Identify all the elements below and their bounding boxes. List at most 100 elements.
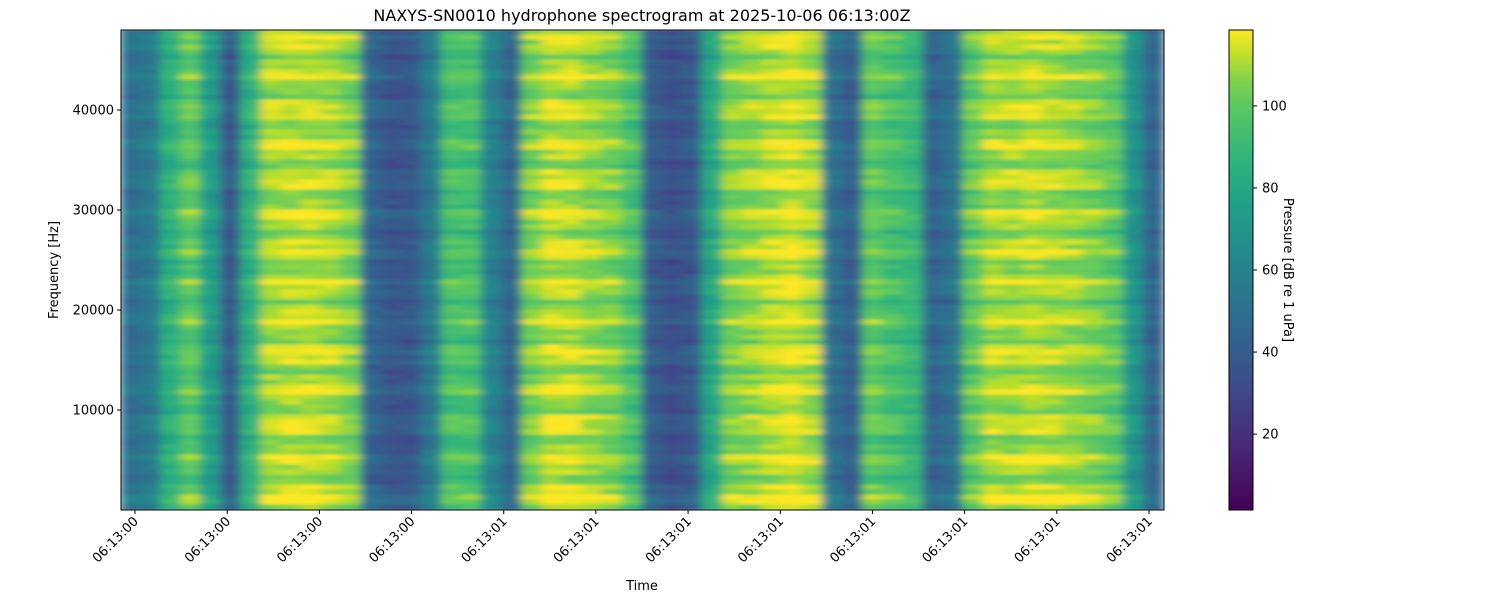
heatmap-cell (1082, 409, 1105, 416)
heatmap-cell (220, 444, 243, 451)
heatmap-cell (661, 44, 684, 51)
heatmap-cell (701, 369, 724, 376)
heatmap-cell (681, 214, 704, 221)
heatmap-cell (300, 314, 323, 321)
heatmap-cell (541, 199, 564, 206)
heatmap-cell (240, 69, 263, 76)
heatmap-cell (761, 164, 784, 171)
heatmap-cell (761, 314, 784, 321)
heatmap-cell (121, 439, 143, 446)
heatmap-cell (501, 344, 524, 351)
heatmap-cell (1062, 199, 1085, 206)
heatmap-cell (220, 299, 243, 306)
heatmap-cell (802, 144, 825, 151)
heatmap-cell (220, 449, 243, 456)
heatmap-cell (802, 139, 825, 146)
heatmap-cell (501, 479, 524, 486)
heatmap-cell (260, 124, 283, 131)
heatmap-cell (641, 254, 664, 261)
heatmap-cell (601, 84, 624, 91)
heatmap-cell (300, 79, 323, 86)
heatmap-cell (240, 304, 263, 311)
heatmap-cell (982, 34, 1005, 41)
heatmap-cell (862, 124, 885, 131)
heatmap-cell (982, 129, 1005, 136)
heatmap-cell (661, 119, 684, 126)
heatmap-cell (922, 319, 945, 326)
heatmap-cell (721, 429, 744, 436)
heatmap-cell (822, 479, 845, 486)
heatmap-cell (420, 204, 443, 211)
heatmap-cell (741, 164, 764, 171)
heatmap-cell (581, 344, 604, 351)
heatmap-cell (400, 179, 423, 186)
heatmap-cell (802, 199, 825, 206)
heatmap-cell (1102, 304, 1125, 311)
heatmap-cell (1002, 154, 1025, 161)
heatmap-cell (741, 199, 764, 206)
heatmap-cell (761, 459, 784, 466)
heatmap-cell (721, 269, 744, 276)
heatmap-cell (440, 334, 463, 341)
heatmap-cell (581, 294, 604, 301)
heatmap-cell (1102, 179, 1125, 186)
heatmap-cell (962, 414, 985, 421)
heatmap-cell (781, 79, 804, 86)
heatmap-cell (440, 239, 463, 246)
heatmap-cell (601, 459, 624, 466)
heatmap-cell (1142, 119, 1164, 126)
heatmap-cell (641, 309, 664, 316)
heatmap-cell (1062, 109, 1085, 116)
heatmap-cell (541, 89, 564, 96)
heatmap-cell (661, 429, 684, 436)
heatmap-cell (320, 504, 343, 510)
heatmap-cell (942, 184, 965, 191)
heatmap-cell (501, 234, 524, 241)
heatmap-cell (340, 189, 363, 196)
heatmap-cell (400, 264, 423, 271)
heatmap-cell (440, 439, 463, 446)
heatmap-cell (1062, 444, 1085, 451)
heatmap-cell (1102, 159, 1125, 166)
heatmap-cell (781, 149, 804, 156)
heatmap-cell (380, 239, 403, 246)
heatmap-cell (1062, 324, 1085, 331)
heatmap-cell (140, 194, 163, 201)
heatmap-cell (380, 34, 403, 41)
heatmap-cell (320, 199, 343, 206)
heatmap-cell (280, 329, 303, 336)
heatmap-cell (280, 224, 303, 231)
heatmap-cell (501, 449, 524, 456)
heatmap-cell (160, 164, 183, 171)
heatmap-cell (360, 399, 383, 406)
heatmap-cell (1082, 334, 1105, 341)
heatmap-cell (922, 239, 945, 246)
heatmap-cell (481, 134, 504, 141)
heatmap-cell (561, 454, 584, 461)
heatmap-cell (902, 454, 925, 461)
heatmap-cell (701, 354, 724, 361)
heatmap-cell (1102, 369, 1125, 376)
heatmap-cell (240, 414, 263, 421)
heatmap-cell (842, 94, 865, 101)
heatmap-cell (240, 264, 263, 271)
heatmap-cell (902, 259, 925, 266)
heatmap-cell (420, 454, 443, 461)
heatmap-cell (360, 409, 383, 416)
heatmap-cell (962, 249, 985, 256)
heatmap-cell (561, 159, 584, 166)
heatmap-cell (962, 474, 985, 481)
heatmap-cell (982, 354, 1005, 361)
heatmap-cell (741, 444, 764, 451)
heatmap-cell (902, 74, 925, 81)
heatmap-cell (121, 444, 143, 451)
heatmap-cell (601, 439, 624, 446)
heatmap-cell (902, 254, 925, 261)
heatmap-cell (220, 119, 243, 126)
heatmap-cell (220, 54, 243, 61)
heatmap-cell (802, 189, 825, 196)
heatmap-cell (461, 199, 484, 206)
heatmap-cell (1122, 319, 1145, 326)
heatmap-cell (140, 394, 163, 401)
heatmap-cell (440, 234, 463, 241)
